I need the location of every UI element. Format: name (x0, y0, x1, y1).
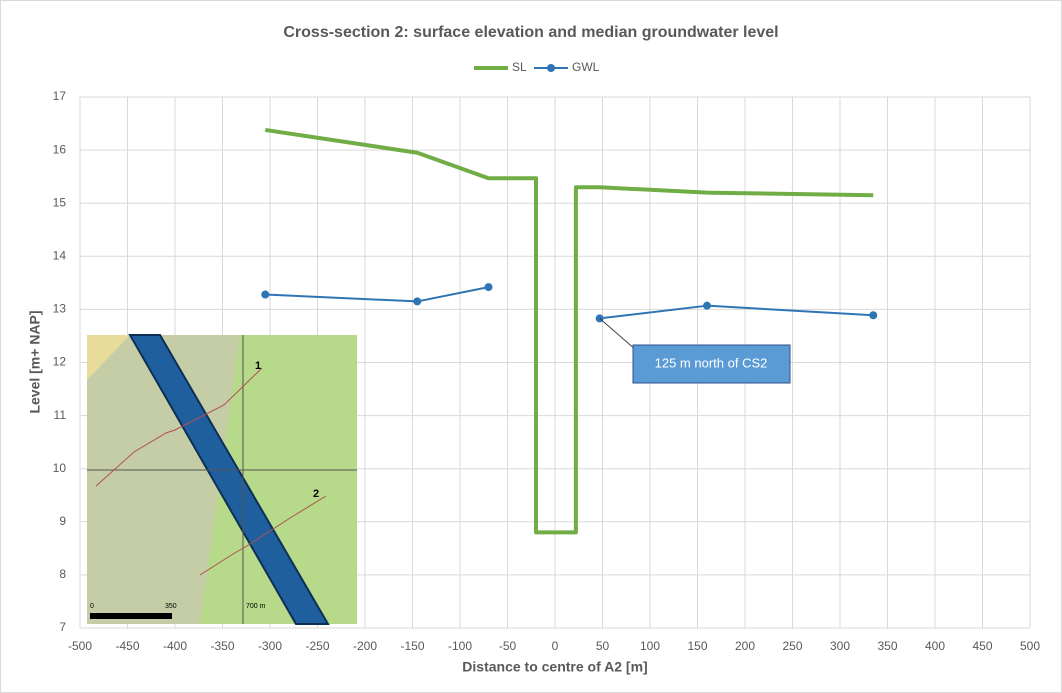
x-tick-label: 300 (830, 639, 850, 653)
x-tick-label: -50 (499, 639, 517, 653)
legend-marker (547, 64, 555, 72)
x-tick-label: -100 (448, 639, 472, 653)
y-axis-label: Level [m+ NAP] (27, 310, 43, 413)
y-tick-label: 10 (53, 461, 67, 475)
x-axis-label: Distance to centre of A2 [m] (462, 659, 647, 675)
x-tick-label: 500 (1020, 639, 1040, 653)
x-tick-label: 250 (782, 639, 802, 653)
data-point (261, 291, 269, 299)
x-tick-label: 100 (640, 639, 660, 653)
x-tick-label: 450 (972, 639, 992, 653)
x-tick-label: 200 (735, 639, 755, 653)
data-point (703, 302, 711, 310)
inset-map: 0 350 700 m 1 2 (87, 335, 357, 624)
x-tick-label: -400 (163, 639, 187, 653)
scale-bar (90, 613, 172, 619)
callout-text: 125 m north of CS2 (655, 355, 768, 370)
y-tick-label: 8 (59, 567, 66, 581)
x-tick-label: 350 (877, 639, 897, 653)
data-point (413, 297, 421, 305)
y-tick-label: 7 (59, 620, 66, 634)
x-tick-label: -200 (353, 639, 377, 653)
map-label: 1 (255, 360, 261, 372)
legend-label: GWL (572, 60, 600, 74)
map-label: 700 m (246, 603, 266, 610)
chart: Cross-section 2: surface elevation and m… (0, 0, 1062, 693)
x-tick-label: -500 (68, 639, 92, 653)
y-tick-label: 17 (53, 89, 67, 103)
x-tick-label: -350 (210, 639, 234, 653)
y-tick-label: 13 (53, 302, 67, 316)
chart-title: Cross-section 2: surface elevation and m… (283, 24, 778, 41)
map-label: 0 (90, 603, 94, 610)
x-tick-label: -450 (115, 639, 139, 653)
y-tick-label: 12 (53, 355, 67, 369)
x-tick-label: -300 (258, 639, 282, 653)
x-tick-label: 400 (925, 639, 945, 653)
x-tick-label: -250 (305, 639, 329, 653)
legend-label: SL (512, 60, 527, 74)
map-label: 2 (313, 488, 319, 500)
map-label: 350 (165, 603, 177, 610)
data-point (485, 283, 493, 291)
y-tick-label: 16 (53, 142, 67, 156)
y-tick-label: 11 (54, 408, 67, 422)
data-point (869, 311, 877, 319)
y-tick-label: 14 (53, 248, 67, 262)
x-tick-label: 150 (687, 639, 707, 653)
y-tick-label: 15 (53, 195, 67, 209)
x-tick-label: 50 (596, 639, 610, 653)
y-tick-label: 9 (59, 514, 66, 528)
x-tick-label: 0 (552, 639, 559, 653)
x-tick-label: -150 (400, 639, 424, 653)
